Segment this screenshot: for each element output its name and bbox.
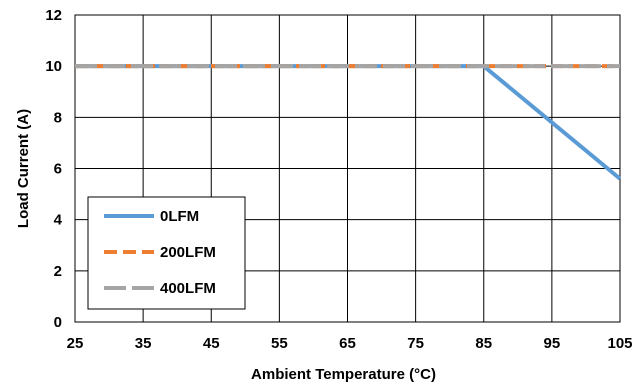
legend-label-400lfm: 400LFM [160,280,216,297]
x-tick-label: 65 [339,335,356,352]
y-tick-label: 4 [54,212,63,229]
x-axis-tick-labels: 25 35 45 55 65 75 85 95 105 [67,335,633,352]
legend-label-0lfm: 0LFM [160,208,199,225]
x-tick-label: 105 [607,335,632,352]
y-tick-label: 2 [54,263,62,280]
y-tick-label: 6 [54,161,62,178]
x-tick-label: 95 [544,335,561,352]
plot-area-frame [74,14,621,323]
y-tick-label: 12 [45,7,62,24]
x-axis-title: Ambient Temperature (°C) [251,366,436,383]
x-tick-label: 55 [271,335,288,352]
series-lines [75,64,622,181]
x-tick-label: 75 [407,335,424,352]
x-tick-label: 25 [67,335,84,352]
y-axis-tick-labels: 0 2 4 6 8 10 12 [45,7,62,331]
y-tick-label: 8 [54,109,62,126]
legend: 0LFM 200LFM 400LFM [87,196,246,310]
y-tick-label: 0 [54,314,62,331]
legend-items: 0LFM 200LFM 400LFM [104,208,216,297]
x-tick-label: 85 [475,335,492,352]
x-tick-label: 45 [203,335,220,352]
legend-label-200lfm: 200LFM [160,244,216,261]
y-axis-title: Load Current (A) [15,109,32,228]
y-tick-label: 10 [45,58,62,75]
x-tick-label: 35 [135,335,152,352]
